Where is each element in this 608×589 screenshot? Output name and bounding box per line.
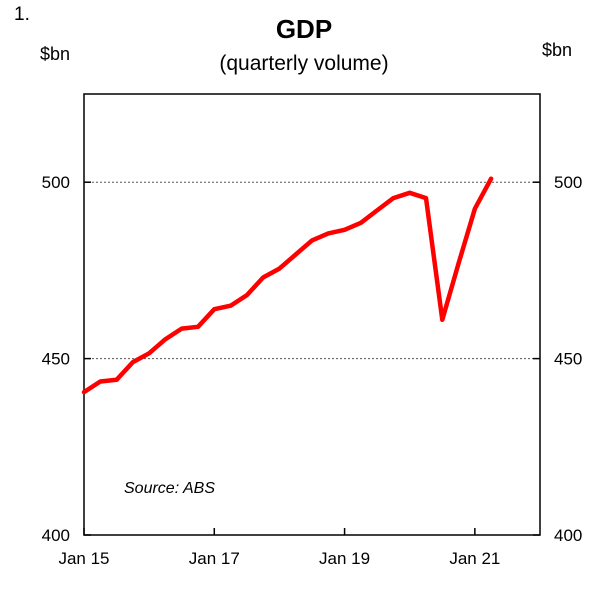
y-tick-label-left: 450 (42, 350, 70, 369)
y-tick-label-left: 500 (42, 173, 70, 192)
x-tick-label: Jan 19 (319, 549, 370, 568)
chart-subtitle: (quarterly volume) (219, 52, 389, 75)
source-annotation: Source: ABS (124, 480, 215, 497)
x-axis: Jan 15 Jan 17 Jan 19 Jan 21 (58, 528, 500, 568)
x-tick-label: Jan 15 (58, 549, 109, 568)
y-axis-right: 400 450 500 (533, 173, 582, 545)
chart-title: GDP (275, 14, 333, 44)
plot-frame (83, 93, 541, 536)
y-tick-label-right: 500 (554, 173, 582, 192)
y-tick-label-left: 400 (42, 526, 70, 545)
figure-number: 1. (14, 4, 30, 25)
gridlines (84, 181, 540, 360)
y-tick-label-right: 400 (554, 526, 582, 545)
x-tick-label: Jan 17 (189, 549, 240, 568)
y-axis-unit-right: $bn (542, 40, 573, 60)
gdp-series-line (81, 176, 494, 395)
x-tick-label: Jan 21 (449, 549, 500, 568)
series-layer (81, 176, 494, 395)
y-tick-label-right: 450 (554, 350, 582, 369)
y-axis-left: 400 450 500 (42, 173, 91, 545)
y-axis-unit-left: $bn (40, 44, 71, 64)
